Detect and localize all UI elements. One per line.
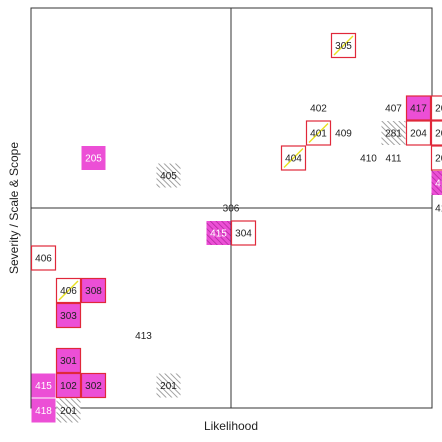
risk-item-label: 406 [60,286,77,297]
risk-item-301: 301 [55,347,82,374]
risk-item-206: 206 [430,120,442,146]
risk-item-418: 418 [31,398,56,423]
risk-item-box [55,302,82,329]
y-axis-title: Severity / Scale & Scope [7,142,21,274]
risk-item-281: 281 [381,121,406,145]
risk-item-box [156,373,181,398]
risk-item-409: 409 [335,129,352,140]
risk-item-box [430,95,442,121]
risk-item-label: 303 [60,311,77,322]
risk-item-102: 102 [55,372,82,399]
risk-item-417: 417 [405,95,432,121]
risk-item-label: 305 [335,41,352,52]
risk-item-box [430,145,442,171]
risk-item-205: 205 [81,146,106,170]
x-axis-title: Likelihood [204,419,258,433]
risk-item-box [405,95,432,121]
risk-item-204: 204 [405,120,432,146]
risk-item-label: 407 [385,104,402,115]
risk-item-label: 406 [35,254,52,265]
risk-item-box [56,398,81,423]
risk-item-box [430,120,442,146]
risk-item-label: 304 [235,229,252,240]
risk-item-label: 409 [335,129,352,140]
points-layer: 305 402 407 417 203 401 409 281 204 206 404 410 411 2… [30,32,442,423]
risk-item-box [206,221,231,245]
risk-item-411: 411 [386,154,402,165]
risk-item-label: 206 [435,129,442,140]
risk-item-label: 201 [60,406,77,417]
risk-item-label: 418 [435,204,442,215]
risk-item-label: 302 [85,381,102,392]
risk-item-box [31,373,56,398]
risk-item-label: 415 [35,381,52,392]
risk-item-201: 201 [156,373,181,398]
risk-item-407: 407 [385,104,402,115]
risk-item-label: 416 [435,179,442,190]
risk-item-label: 410 [360,154,377,165]
risk-item-402: 402 [310,104,327,115]
risk-item-connector [283,148,304,168]
risk-item-label: 306 [223,204,240,215]
risk-item-207: 207 [430,145,442,171]
risk-item-415: 415 [31,373,56,398]
risk-item-302: 302 [80,372,107,399]
risk-item-connector [333,35,354,56]
risk-item-304: 304 [230,220,257,246]
risk-item-box [80,372,107,399]
risk-item-201: 201 [56,398,81,423]
risk-item-405: 405 [156,163,181,188]
risk-item-label: 201 [160,381,177,392]
risk-item-label: 301 [60,356,77,367]
risk-item-box [156,163,181,188]
risk-item-label: 205 [85,154,102,165]
risk-item-404: 404 [280,145,307,171]
risk-item-303: 303 [55,302,82,329]
risk-item-418: 418 [435,204,442,215]
risk-item-box [405,120,432,146]
risk-item-label: 418 [35,406,52,417]
risk-item-416: 416 [431,171,442,195]
risk-item-410: 410 [360,154,377,165]
risk-item-label: 413 [135,331,152,342]
risk-item-308: 308 [80,277,107,304]
risk-item-label: 411 [386,154,402,165]
risk-item-box [230,220,257,246]
risk-item-connector [58,280,79,301]
risk-item-401: 401 [305,120,332,146]
risk-item-label: 401 [310,129,327,140]
risk-item-label: 402 [310,104,327,115]
risk-item-label: 404 [285,154,302,165]
risk-item-box [381,121,406,145]
risk-item-box [81,146,106,170]
risk-item-box [80,277,107,304]
risk-item-label: 203 [435,104,442,115]
risk-item-box [55,347,82,374]
risk-item-label: 415 [210,229,227,240]
risk-item-label: 204 [410,129,427,140]
risk-item-label: 308 [85,286,102,297]
risk-item-connector [308,123,329,143]
risk-item-label: 102 [60,381,77,392]
risk-item-406: 406 [55,277,82,304]
risk-item-box [431,171,442,195]
risk-item-413: 413 [135,331,152,342]
risk-item-203: 203 [430,95,442,121]
risk-item-box [55,372,82,399]
risk-item-305: 305 [330,32,357,59]
risk-item-box [31,398,56,423]
risk-item-415: 415 [206,221,231,245]
risk-item-406: 406 [30,245,57,271]
risk-item-306: 306 [223,204,240,215]
risk-item-label: 405 [160,171,177,182]
risk-item-label: 417 [410,104,427,115]
risk-item-label: 207 [435,154,442,165]
risk-item-box [30,245,57,271]
risk-item-label: 281 [385,129,402,140]
